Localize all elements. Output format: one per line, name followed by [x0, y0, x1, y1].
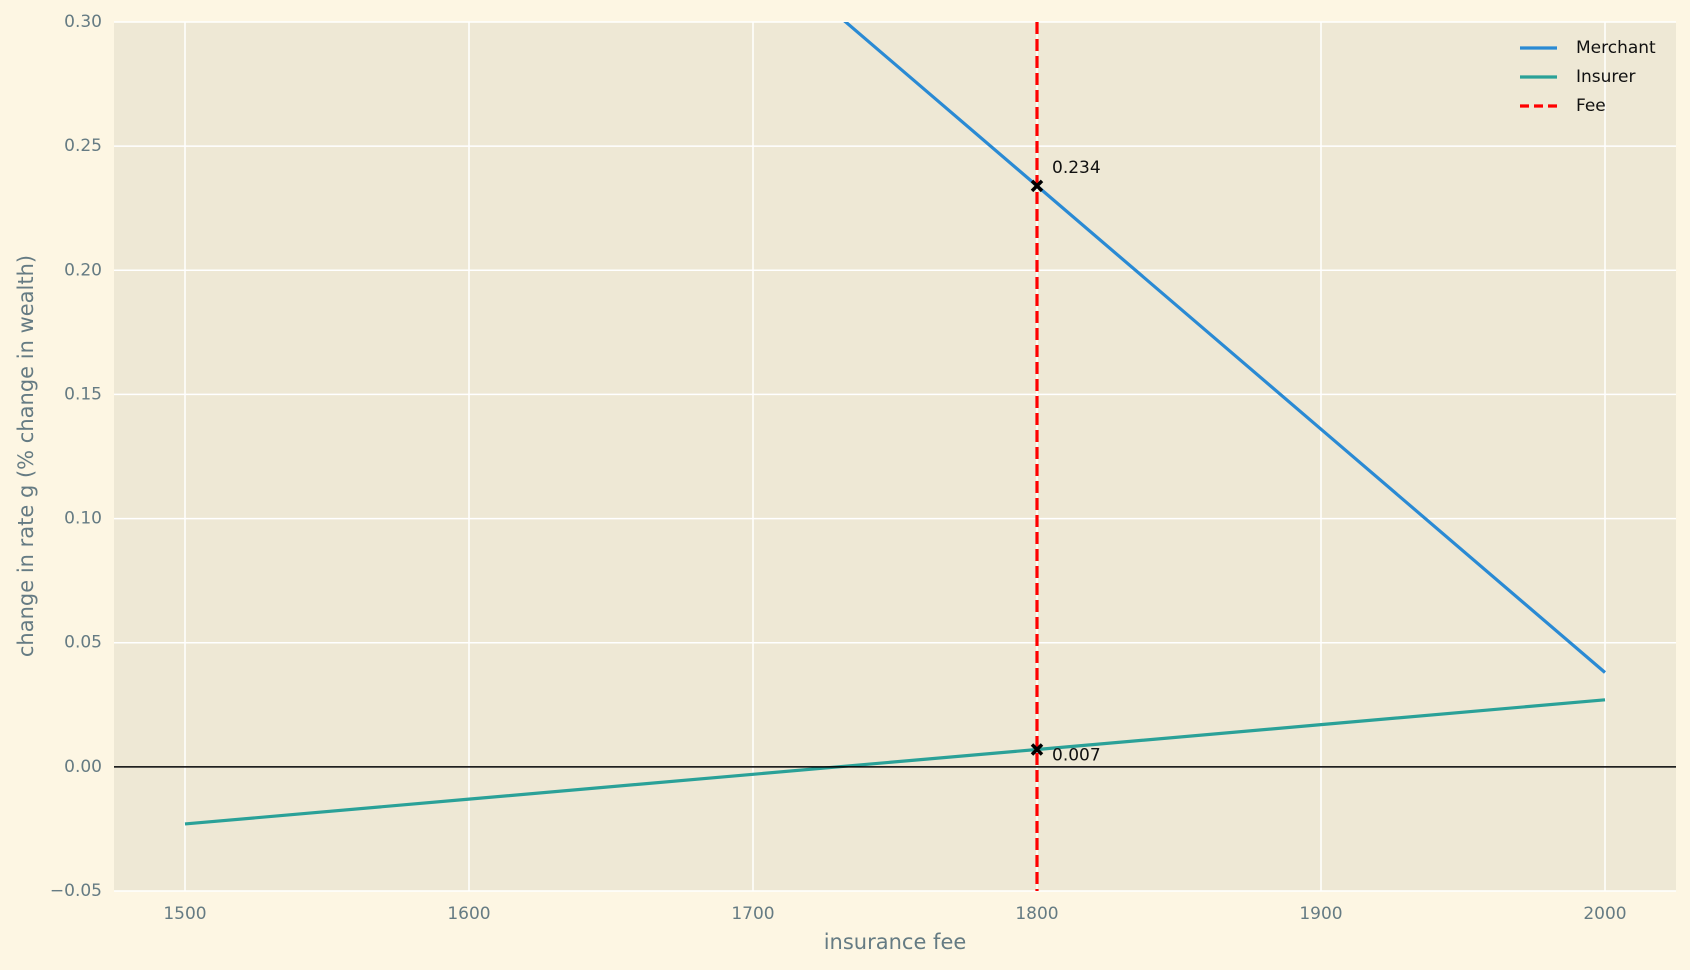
y-tick-label: −0.05 [50, 881, 102, 901]
x-tick-label: 1900 [1299, 904, 1342, 924]
legend-label: Fee [1576, 96, 1606, 116]
x-axis-label: insurance fee [824, 930, 967, 954]
y-tick-label: 0.15 [64, 384, 102, 404]
x-tick-label: 2000 [1583, 904, 1626, 924]
legend-label: Merchant [1576, 38, 1656, 58]
y-tick-label: 0.10 [64, 509, 102, 529]
legend-label: Insurer [1576, 67, 1635, 87]
plot-layer [114, 22, 1676, 891]
marker [1030, 179, 1044, 193]
y-tick-label: 0.25 [64, 136, 102, 156]
plot-area [114, 22, 1676, 891]
x-tick-label: 1600 [447, 904, 490, 924]
y-tick-label: 0.30 [64, 12, 102, 32]
series-line [184, 698, 1606, 826]
y-tick-label: 0.20 [64, 260, 102, 280]
series-line [843, 22, 1607, 674]
annotation-label: 0.234 [1052, 158, 1101, 178]
y-tick-label: 0.00 [64, 757, 102, 777]
y-axis-label: change in rate g (% change in wealth) [14, 255, 38, 657]
x-tick-label: 1700 [731, 904, 774, 924]
marker [1030, 743, 1044, 756]
y-tick-label: 0.05 [64, 633, 102, 653]
x-tick-label: 1500 [163, 904, 206, 924]
x-tick-label: 1800 [1015, 904, 1058, 924]
annotation-label: 0.007 [1052, 745, 1101, 765]
